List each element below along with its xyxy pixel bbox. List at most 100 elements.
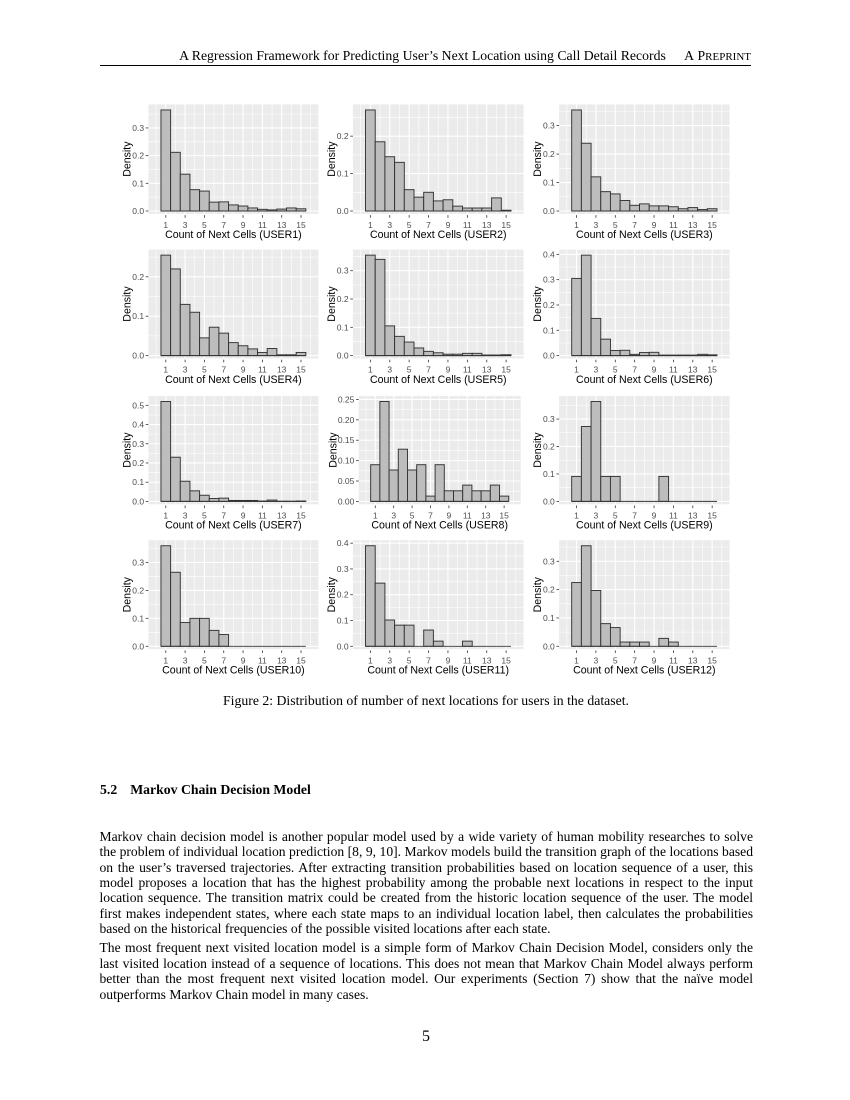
svg-text:0.4: 0.4 — [337, 538, 349, 548]
svg-text:11: 11 — [463, 655, 472, 665]
svg-text:13: 13 — [277, 365, 287, 375]
svg-text:0.2: 0.2 — [337, 590, 349, 600]
svg-text:0.0: 0.0 — [337, 206, 349, 216]
svg-text:0.0: 0.0 — [132, 641, 144, 651]
svg-text:0.00: 0.00 — [338, 496, 355, 506]
svg-text:5: 5 — [613, 511, 618, 521]
svg-text:0.05: 0.05 — [338, 476, 355, 486]
svg-text:13: 13 — [482, 655, 492, 665]
svg-text:0.3: 0.3 — [543, 556, 555, 566]
svg-text:11: 11 — [669, 511, 678, 521]
svg-text:15: 15 — [501, 220, 511, 230]
svg-text:0.0: 0.0 — [543, 206, 555, 216]
svg-text:11: 11 — [669, 220, 678, 230]
svg-text:11: 11 — [669, 365, 678, 375]
svg-text:Density: Density — [532, 141, 544, 177]
svg-text:5: 5 — [613, 655, 618, 665]
svg-text:15: 15 — [707, 655, 717, 665]
svg-text:3: 3 — [594, 655, 599, 665]
svg-text:5: 5 — [407, 655, 412, 665]
svg-text:0.0: 0.0 — [132, 496, 144, 506]
svg-text:13: 13 — [277, 220, 287, 230]
svg-text:Density: Density — [122, 432, 134, 468]
svg-text:0.1: 0.1 — [337, 616, 349, 626]
svg-text:7: 7 — [632, 511, 637, 521]
svg-text:9: 9 — [652, 511, 657, 521]
svg-text:9: 9 — [652, 220, 657, 230]
svg-text:0.0: 0.0 — [337, 641, 349, 651]
svg-text:11: 11 — [258, 511, 267, 521]
svg-text:0.3: 0.3 — [543, 414, 555, 424]
svg-text:0.3: 0.3 — [337, 564, 349, 574]
svg-text:15: 15 — [501, 365, 511, 375]
svg-text:1: 1 — [368, 655, 373, 665]
svg-text:Count of Next Cells (USER9): Count of Next Cells (USER9) — [576, 520, 713, 532]
svg-text:13: 13 — [482, 220, 492, 230]
svg-text:5: 5 — [202, 365, 207, 375]
svg-text:Count of Next Cells (USER5): Count of Next Cells (USER5) — [370, 374, 507, 386]
svg-text:15: 15 — [296, 220, 306, 230]
svg-text:0.1: 0.1 — [543, 325, 555, 335]
svg-text:5: 5 — [613, 365, 618, 375]
svg-text:Density: Density — [122, 141, 134, 177]
svg-text:3: 3 — [183, 655, 188, 665]
svg-text:3: 3 — [183, 365, 188, 375]
svg-text:Count of Next Cells (USER4): Count of Next Cells (USER4) — [165, 374, 302, 386]
svg-text:0.1: 0.1 — [543, 178, 555, 188]
svg-text:7: 7 — [221, 220, 226, 230]
svg-text:0.3: 0.3 — [132, 123, 144, 133]
svg-text:3: 3 — [594, 511, 599, 521]
svg-text:15: 15 — [499, 511, 509, 521]
svg-text:0.1: 0.1 — [132, 178, 144, 188]
svg-text:0.0: 0.0 — [132, 206, 144, 216]
svg-text:0.2: 0.2 — [543, 149, 555, 159]
svg-text:0.4: 0.4 — [132, 420, 144, 430]
svg-text:3: 3 — [387, 365, 392, 375]
svg-text:7: 7 — [221, 365, 226, 375]
svg-text:0.0: 0.0 — [543, 641, 555, 651]
svg-text:7: 7 — [221, 655, 226, 665]
svg-text:5: 5 — [613, 220, 618, 230]
svg-text:0.5: 0.5 — [132, 400, 144, 410]
svg-text:0.2: 0.2 — [337, 131, 349, 141]
svg-text:0.2: 0.2 — [132, 458, 144, 468]
svg-text:0.0: 0.0 — [337, 351, 349, 361]
svg-text:1: 1 — [163, 365, 168, 375]
svg-text:13: 13 — [482, 365, 492, 375]
svg-text:15: 15 — [296, 511, 306, 521]
svg-text:13: 13 — [277, 655, 287, 665]
svg-text:1: 1 — [574, 511, 579, 521]
svg-text:1: 1 — [163, 220, 168, 230]
svg-text:5: 5 — [407, 365, 412, 375]
svg-text:5: 5 — [202, 220, 207, 230]
svg-text:Count of Next Cells (USER12): Count of Next Cells (USER12) — [573, 665, 715, 677]
svg-text:Count of Next Cells (USER3): Count of Next Cells (USER3) — [576, 229, 713, 241]
svg-text:5: 5 — [202, 655, 207, 665]
svg-text:1: 1 — [574, 655, 579, 665]
svg-text:1: 1 — [574, 220, 579, 230]
svg-text:0.3: 0.3 — [543, 121, 555, 131]
svg-text:0.2: 0.2 — [543, 300, 555, 310]
svg-text:0.3: 0.3 — [132, 439, 144, 449]
svg-text:13: 13 — [688, 365, 698, 375]
svg-text:Count of Next Cells (USER8): Count of Next Cells (USER8) — [371, 520, 508, 532]
svg-text:7: 7 — [426, 220, 431, 230]
svg-text:1: 1 — [368, 220, 373, 230]
svg-text:3: 3 — [594, 220, 599, 230]
svg-text:11: 11 — [463, 220, 472, 230]
svg-text:0.2: 0.2 — [132, 272, 144, 282]
svg-text:0.3: 0.3 — [543, 275, 555, 285]
svg-text:0.1: 0.1 — [132, 613, 144, 623]
svg-text:3: 3 — [387, 655, 392, 665]
svg-text:13: 13 — [688, 511, 698, 521]
svg-text:11: 11 — [258, 365, 267, 375]
svg-text:0.0: 0.0 — [543, 351, 555, 361]
svg-text:9: 9 — [241, 511, 246, 521]
svg-text:0.2: 0.2 — [132, 585, 144, 595]
svg-text:0.1: 0.1 — [132, 311, 144, 321]
svg-text:Density: Density — [326, 141, 338, 177]
svg-text:15: 15 — [707, 365, 717, 375]
svg-text:13: 13 — [688, 220, 698, 230]
svg-text:0.1: 0.1 — [337, 322, 349, 332]
svg-text:11: 11 — [669, 655, 678, 665]
